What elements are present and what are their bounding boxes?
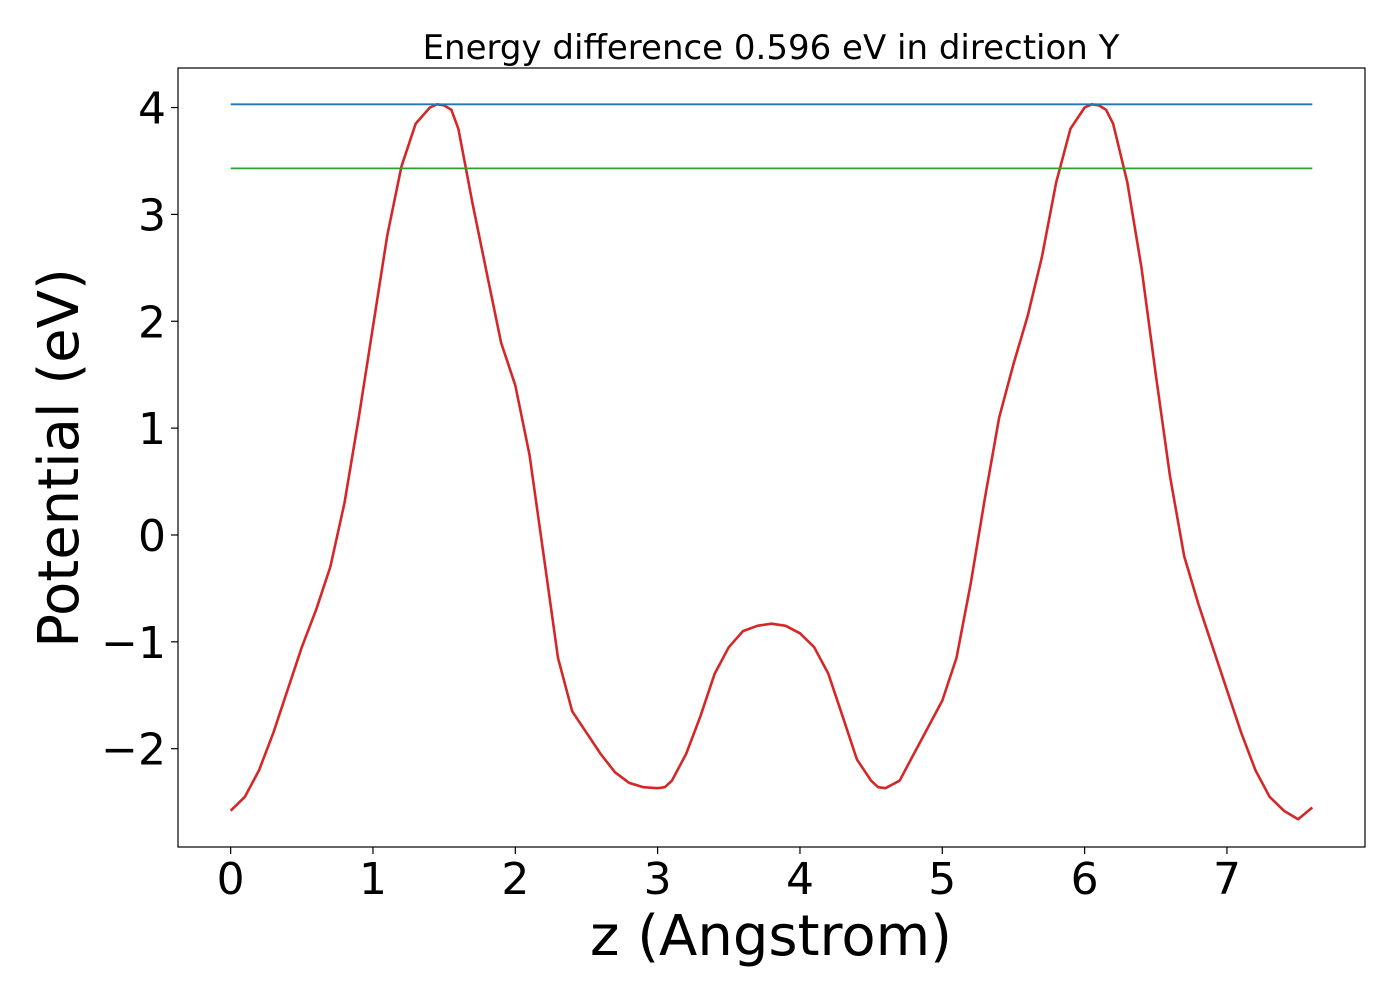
x-tick-label: 7 — [1213, 854, 1241, 905]
x-tick-label: 6 — [1071, 854, 1099, 905]
y-tick-label: 1 — [138, 404, 166, 455]
y-tick-label: 3 — [138, 190, 166, 241]
chart-title: Energy difference 0.596 eV in direction … — [423, 28, 1120, 68]
y-tick-label: 4 — [138, 84, 166, 135]
y-tick-label: −2 — [101, 725, 166, 776]
x-tick-label: 0 — [217, 854, 245, 905]
y-axis-ticks: −2 −1 0 1 2 3 4 — [101, 84, 178, 776]
x-tick-label: 3 — [644, 854, 672, 905]
series-layer — [229, 103, 1314, 821]
y-tick-label: 0 — [138, 511, 166, 562]
x-axis-ticks: 0 1 2 3 4 5 6 7 — [217, 847, 1241, 905]
x-tick-label: 5 — [928, 854, 956, 905]
x-tick-label: 2 — [501, 854, 529, 905]
x-tick-label: 4 — [786, 854, 814, 905]
y-tick-label: 2 — [138, 297, 166, 348]
y-tick-label: −1 — [101, 618, 166, 669]
y-axis-label: Potential (eV) — [27, 268, 92, 648]
x-axis-label: z (Angstrom) — [590, 904, 952, 969]
x-tick-label: 1 — [359, 854, 387, 905]
plot-frame — [177, 67, 1366, 848]
series-line-0 — [229, 103, 1314, 821]
